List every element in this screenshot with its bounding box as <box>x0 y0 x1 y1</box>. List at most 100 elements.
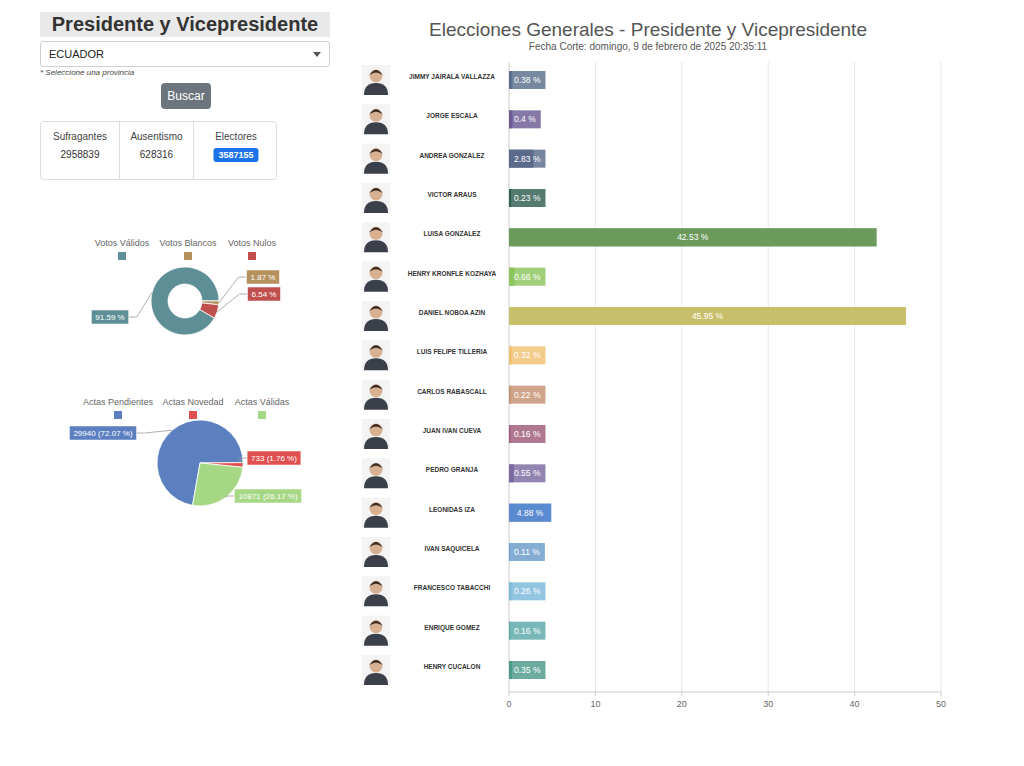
pie-chart: Actas PendientesActas NovedadActas Válid… <box>69 397 301 506</box>
photo-head <box>370 660 383 673</box>
data-label: 0.16 % <box>514 429 541 439</box>
chart-title: Elecciones Generales - Presidente y Vice… <box>429 19 867 40</box>
tick-mark <box>595 692 596 696</box>
photo-shoulders <box>364 437 388 449</box>
photo-hair <box>370 109 383 114</box>
photo-hair <box>370 660 383 665</box>
category-label: JUAN IVAN CUEVA <box>423 427 482 434</box>
province-dropdown[interactable]: ECUADOR <box>40 41 330 67</box>
leader-line <box>129 292 152 317</box>
photo-head <box>370 424 383 437</box>
stat-value: 3587155 <box>213 148 258 162</box>
label-badge <box>509 425 545 443</box>
photo-shoulders <box>364 201 388 213</box>
stat-label: Electores <box>194 131 278 142</box>
bar <box>509 307 906 325</box>
data-label: 0.23 % <box>514 193 541 203</box>
stat-label: Ausentismo <box>120 131 193 142</box>
photo-bg <box>362 537 390 567</box>
candidate-photo <box>362 576 390 606</box>
search-button[interactable]: Buscar <box>161 83 211 109</box>
tick-label: 50 <box>936 699 946 709</box>
legend-swatch <box>184 252 192 260</box>
candidate-photo <box>362 537 390 567</box>
label-box <box>247 270 280 284</box>
category-label: LEONIDAS IZA <box>429 506 475 513</box>
label-box <box>234 489 301 503</box>
label-badge <box>509 543 545 561</box>
photo-shoulders <box>364 398 388 410</box>
photo-hair <box>370 345 383 350</box>
slice-labels: 29940 (72.07 %)733 (1.76 %)10871 (26.17 … <box>69 426 301 503</box>
bar-chart: Elecciones Generales - Presidente y Vice… <box>362 19 946 709</box>
photo-shoulders <box>364 83 388 95</box>
legend-swatch <box>189 411 197 419</box>
stat-value: 2958839 <box>41 149 119 160</box>
data-labels: 0.38 %0.4 %2.83 %0.23 %42.53 %0.66 %45.9… <box>514 75 724 675</box>
photo-hair <box>370 306 383 311</box>
legend-swatch <box>258 411 266 419</box>
data-label: 0.32 % <box>514 350 541 360</box>
bars <box>509 71 906 679</box>
photo-bg <box>362 576 390 606</box>
category-label: ENRIQUE GOMEZ <box>424 624 479 632</box>
photo-shoulders <box>364 673 388 685</box>
label-badge <box>509 189 545 207</box>
category-label: JORGE ESCALA <box>426 112 478 119</box>
photo-shoulders <box>364 476 388 488</box>
label-badge <box>509 268 545 286</box>
label-badge <box>509 110 541 128</box>
category-label: CARLOS RABASCALL <box>417 388 487 395</box>
stat-value: 628316 <box>120 149 193 160</box>
photo-head <box>370 581 383 594</box>
data-label: 42.53 % <box>677 232 709 242</box>
slice-labels: 91.59 %1.87 %6.54 % <box>91 270 280 324</box>
category-label: LUISA GONZALEZ <box>424 230 481 237</box>
grid-line <box>768 62 769 692</box>
photo-shoulders <box>364 319 388 331</box>
photo-shoulders <box>364 358 388 370</box>
category-label: ANDREA GONZALEZ <box>419 152 484 159</box>
photo-bg <box>362 144 390 174</box>
data-label: 45.95 % <box>692 311 724 321</box>
photo-bg <box>362 419 390 449</box>
leader-line <box>217 294 247 312</box>
x-axis-line <box>509 692 941 693</box>
photo-bg <box>362 65 390 95</box>
label-box <box>69 426 136 440</box>
leader-line <box>239 458 247 465</box>
candidate-photo <box>362 104 390 134</box>
photo-shoulders <box>364 240 388 252</box>
photo-bg <box>362 262 390 292</box>
candidate-photo <box>362 65 390 95</box>
candidate-photo <box>362 458 390 488</box>
grid-line <box>595 62 596 692</box>
photo-bg <box>362 458 390 488</box>
photo-bg <box>362 183 390 213</box>
category-label: PEDRO GRANJA <box>426 466 479 473</box>
photo-hair <box>370 542 383 547</box>
label-box <box>248 287 281 301</box>
bar <box>509 71 512 89</box>
leader-line <box>137 430 173 433</box>
data-label: 0.26 % <box>514 586 541 596</box>
label-box <box>247 451 301 465</box>
bar <box>509 622 510 640</box>
category-label: VICTOR ARAUS <box>427 191 477 198</box>
photo-hair <box>370 70 383 75</box>
photo-hair <box>370 149 383 154</box>
data-label: 10871 (26.17 %) <box>238 492 297 501</box>
charts-canvas: Votos VálidosVotos BlancosVotos Nulos91.… <box>0 0 1024 766</box>
category-label: IVAN SAQUICELA <box>424 545 479 553</box>
page-title: Presidente y Vicepresidente <box>40 12 330 37</box>
photo-bg <box>362 655 390 685</box>
photo-head <box>370 463 383 476</box>
stat-label: Sufragantes <box>41 131 119 142</box>
bar <box>509 228 876 246</box>
tick-label: 0 <box>506 699 511 709</box>
candidate-photo <box>362 222 390 252</box>
grid-line <box>941 62 942 692</box>
category-label: LUIS FELIPE TILLERIA <box>417 348 488 355</box>
data-label: 0.35 % <box>514 665 541 675</box>
photo-hair <box>370 503 383 508</box>
